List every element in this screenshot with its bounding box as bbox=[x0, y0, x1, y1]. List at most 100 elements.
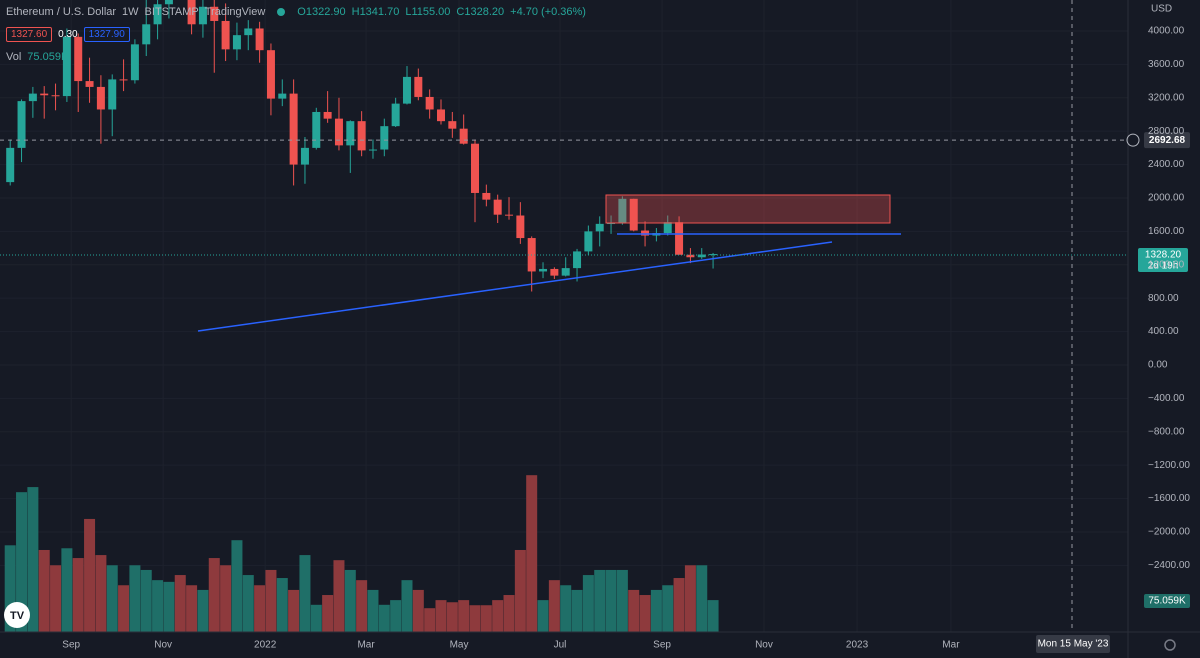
close: C1328.20 bbox=[456, 6, 505, 18]
x-tick-label: Sep bbox=[62, 640, 80, 651]
time-axis bbox=[0, 632, 1128, 658]
spread: 0.30 bbox=[58, 29, 78, 40]
source: TradingView bbox=[204, 6, 266, 18]
candle-body bbox=[550, 268, 559, 276]
volume-bar bbox=[616, 569, 628, 632]
y-tick-label: 2000.00 bbox=[1148, 193, 1185, 204]
svg-text:TV: TV bbox=[10, 610, 25, 622]
last-price-box bbox=[1138, 248, 1188, 272]
candle-body bbox=[210, 6, 219, 21]
candle-body bbox=[629, 198, 638, 231]
candle-body bbox=[6, 147, 15, 183]
settings-button[interactable] bbox=[1164, 639, 1176, 651]
tv-logo: TV bbox=[4, 602, 30, 628]
quote-row: 1327.60 0.30 1327.90 bbox=[6, 27, 130, 42]
candle-body bbox=[448, 121, 457, 129]
add-button[interactable] bbox=[1126, 133, 1140, 147]
volume-bar bbox=[197, 589, 209, 632]
volume-bar bbox=[412, 589, 424, 632]
candle-body bbox=[618, 198, 627, 224]
candle-body bbox=[584, 231, 593, 252]
crosshair-price-box bbox=[1144, 132, 1190, 149]
candle-body bbox=[17, 101, 26, 148]
exchange: BITSTAMP bbox=[144, 6, 199, 18]
candle-body bbox=[357, 121, 366, 151]
trend-line bbox=[197, 241, 833, 332]
y-tick-label: 1600.00 bbox=[1148, 226, 1185, 237]
candle-body bbox=[323, 111, 332, 119]
x-tick-label: May bbox=[450, 640, 469, 651]
candle-body bbox=[334, 118, 343, 146]
volume-bar bbox=[254, 585, 266, 632]
volume-bar bbox=[582, 575, 594, 632]
candle-body bbox=[641, 230, 650, 236]
volume-bar bbox=[424, 608, 436, 632]
candle-body bbox=[459, 128, 468, 144]
candle-body bbox=[289, 93, 298, 165]
volume-bar bbox=[548, 580, 560, 632]
last-price: 1328.20 bbox=[1145, 250, 1182, 261]
candle-body bbox=[28, 93, 37, 102]
volume-bar bbox=[594, 569, 606, 632]
y-tick-label: 1200.00 bbox=[1148, 259, 1185, 270]
supply-zone bbox=[605, 194, 891, 224]
x-tick-label: Nov bbox=[755, 640, 773, 651]
volume-bar bbox=[401, 580, 413, 632]
volume-bar bbox=[367, 589, 379, 632]
volume-bar bbox=[242, 575, 254, 632]
volume-bar bbox=[537, 600, 549, 632]
candle-body bbox=[153, 4, 162, 25]
ask[interactable]: 1327.90 bbox=[83, 27, 130, 42]
candle-body bbox=[380, 126, 389, 150]
volume-bar bbox=[72, 558, 84, 632]
drawings bbox=[197, 194, 901, 332]
candle-body bbox=[436, 109, 445, 122]
candle-body bbox=[697, 254, 706, 258]
candle-body bbox=[312, 111, 321, 148]
candle-body bbox=[471, 143, 480, 193]
bid[interactable]: 1327.60 bbox=[6, 27, 53, 42]
volume-bar bbox=[310, 604, 322, 632]
candle-body bbox=[232, 35, 241, 50]
volume-row: Vol 75.059K bbox=[6, 51, 68, 63]
x-tick-label: Mar bbox=[942, 640, 960, 651]
volume-bar bbox=[458, 600, 470, 632]
volume-bar bbox=[231, 540, 243, 632]
volume-value: 75.059K bbox=[27, 51, 69, 63]
volume-bar bbox=[208, 558, 220, 632]
low: L1155.00 bbox=[405, 6, 451, 18]
candle-body bbox=[346, 121, 355, 146]
candle-body bbox=[244, 28, 253, 36]
volume-bar bbox=[61, 548, 73, 632]
volume-bar bbox=[390, 600, 402, 632]
volume-bar bbox=[152, 580, 164, 632]
candle-body bbox=[74, 36, 83, 82]
volume-bar bbox=[684, 565, 696, 632]
y-tick-label: 400.00 bbox=[1148, 326, 1179, 337]
y-tick-label: −800.00 bbox=[1148, 426, 1185, 437]
volume-bar bbox=[220, 565, 232, 632]
candle-body bbox=[108, 79, 117, 110]
currency: USD bbox=[1151, 4, 1172, 15]
candle-body bbox=[414, 76, 423, 97]
candle-body bbox=[278, 93, 287, 99]
y-tick-label: −1600.00 bbox=[1148, 493, 1190, 504]
volume-name: Vol bbox=[6, 51, 22, 63]
volume-bar bbox=[662, 585, 674, 632]
volume-bar bbox=[288, 589, 300, 632]
x-tick-label: Sep bbox=[653, 640, 671, 651]
candle-body bbox=[221, 20, 230, 50]
volume-bar bbox=[106, 565, 118, 632]
volume-pane bbox=[4, 475, 719, 632]
volume-bar bbox=[503, 595, 515, 632]
volume-bar bbox=[299, 555, 311, 632]
change: +4.70 (+0.36%) bbox=[510, 6, 586, 18]
x-tick-label: 2022 bbox=[254, 640, 277, 651]
x-tick-label: Mar bbox=[357, 640, 375, 651]
candle-body bbox=[85, 81, 94, 87]
volume-bar bbox=[696, 565, 708, 632]
candle-body bbox=[516, 215, 525, 239]
candle-body bbox=[40, 93, 49, 96]
